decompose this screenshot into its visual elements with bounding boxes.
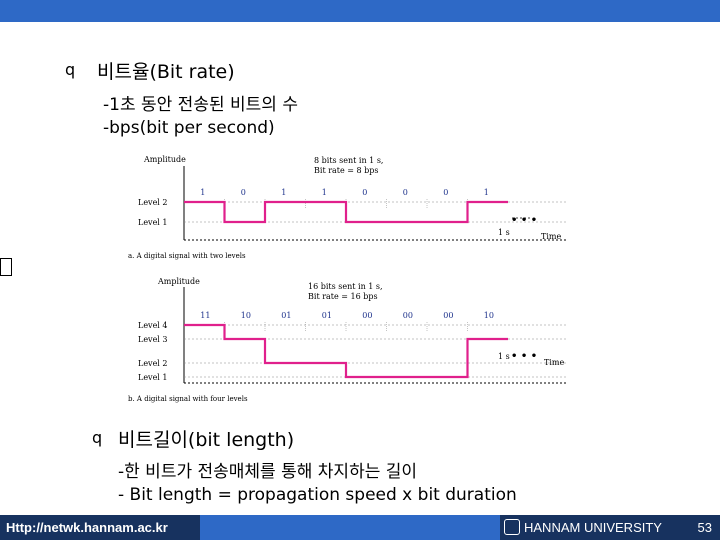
figure-b-caption: b. A digital signal with four levels bbox=[128, 395, 248, 403]
level-2-label: Level 2 bbox=[138, 359, 168, 368]
four-level-waveform bbox=[184, 323, 508, 379]
bit-length-definition: -한 비트가 전송매체를 통해 차지하는 길이 bbox=[118, 462, 418, 482]
figure-a-caption: a. A digital signal with two levels bbox=[128, 252, 246, 260]
bit-value-label: 1 bbox=[322, 188, 327, 197]
page-number: 53 bbox=[697, 520, 712, 535]
footer-university-block: HANNAM UNIVERSITY 53 bbox=[500, 515, 720, 540]
bit-rate-definition: -1초 동안 전송된 비트의 수 bbox=[103, 95, 298, 115]
footer-url[interactable]: Http://netwk.hannam.ac.kr bbox=[0, 515, 200, 540]
bit-value-label: 1 bbox=[484, 188, 489, 197]
bit-value-label: 0 bbox=[403, 188, 408, 197]
top-banner bbox=[0, 0, 720, 22]
bit-value-label: 11 bbox=[200, 311, 210, 320]
bit-value-label: 00 bbox=[362, 311, 372, 320]
placeholder-box bbox=[0, 258, 12, 276]
level-2-label: Level 2 bbox=[138, 198, 168, 207]
bullet-icon: q bbox=[92, 428, 103, 447]
bit-value-label: 01 bbox=[322, 311, 332, 320]
bits-sent-note: 16 bits sent in 1 s, bbox=[308, 282, 383, 291]
bit-value-label: 0 bbox=[443, 188, 448, 197]
bit-value-label: 00 bbox=[443, 311, 453, 320]
two-level-waveform bbox=[184, 200, 508, 224]
bit-length-formula: - Bit length = propagation speed x bit d… bbox=[118, 485, 517, 505]
figure-four-level-signal: Amplitude 16 bits sent in 1 s, Bit rate … bbox=[126, 273, 576, 405]
level-1-label: Level 1 bbox=[138, 218, 168, 227]
bits-sent-note: 8 bits sent in 1 s, bbox=[314, 156, 383, 165]
level-4-label: Level 4 bbox=[138, 321, 168, 330]
bit-value-label: 0 bbox=[241, 188, 246, 197]
bit-rate-note: Bit rate = 8 bps bbox=[314, 166, 379, 175]
amplitude-label: Amplitude bbox=[157, 277, 200, 286]
time-axis-label: Time bbox=[541, 232, 561, 241]
bit-value-label: 00 bbox=[403, 311, 413, 320]
university-name: HANNAM UNIVERSITY bbox=[524, 520, 662, 535]
time-axis-label: Time bbox=[544, 358, 564, 367]
bit-value-label: 0 bbox=[362, 188, 367, 197]
bit-rate-note: Bit rate = 16 bps bbox=[308, 292, 378, 301]
footer-band bbox=[200, 515, 500, 540]
continuation-dots: • • • bbox=[511, 215, 537, 226]
bullet-icon: q bbox=[65, 60, 76, 79]
bit-value-label: 10 bbox=[241, 311, 251, 320]
bit-value-label: 10 bbox=[484, 311, 494, 320]
bit-rate-unit: -bps(bit per second) bbox=[103, 118, 275, 138]
university-logo-icon bbox=[504, 519, 520, 535]
level-1-label: Level 1 bbox=[138, 373, 168, 382]
one-second-tick: 1 s bbox=[498, 228, 510, 237]
section-title-bit-rate: 비트율(Bit rate) bbox=[97, 61, 235, 83]
continuation-dots: • • • bbox=[511, 351, 537, 362]
bit-value-label: 1 bbox=[200, 188, 205, 197]
bit-value-label: 01 bbox=[281, 311, 291, 320]
figure-two-level-signal: Amplitude 8 bits sent in 1 s, Bit rate =… bbox=[126, 150, 576, 262]
bit-value-label: 1 bbox=[281, 188, 286, 197]
section-title-bit-length: 비트길이(bit length) bbox=[118, 429, 295, 451]
one-second-tick: 1 s bbox=[498, 352, 510, 361]
amplitude-label: Amplitude bbox=[143, 155, 186, 164]
level-3-label: Level 3 bbox=[138, 335, 168, 344]
